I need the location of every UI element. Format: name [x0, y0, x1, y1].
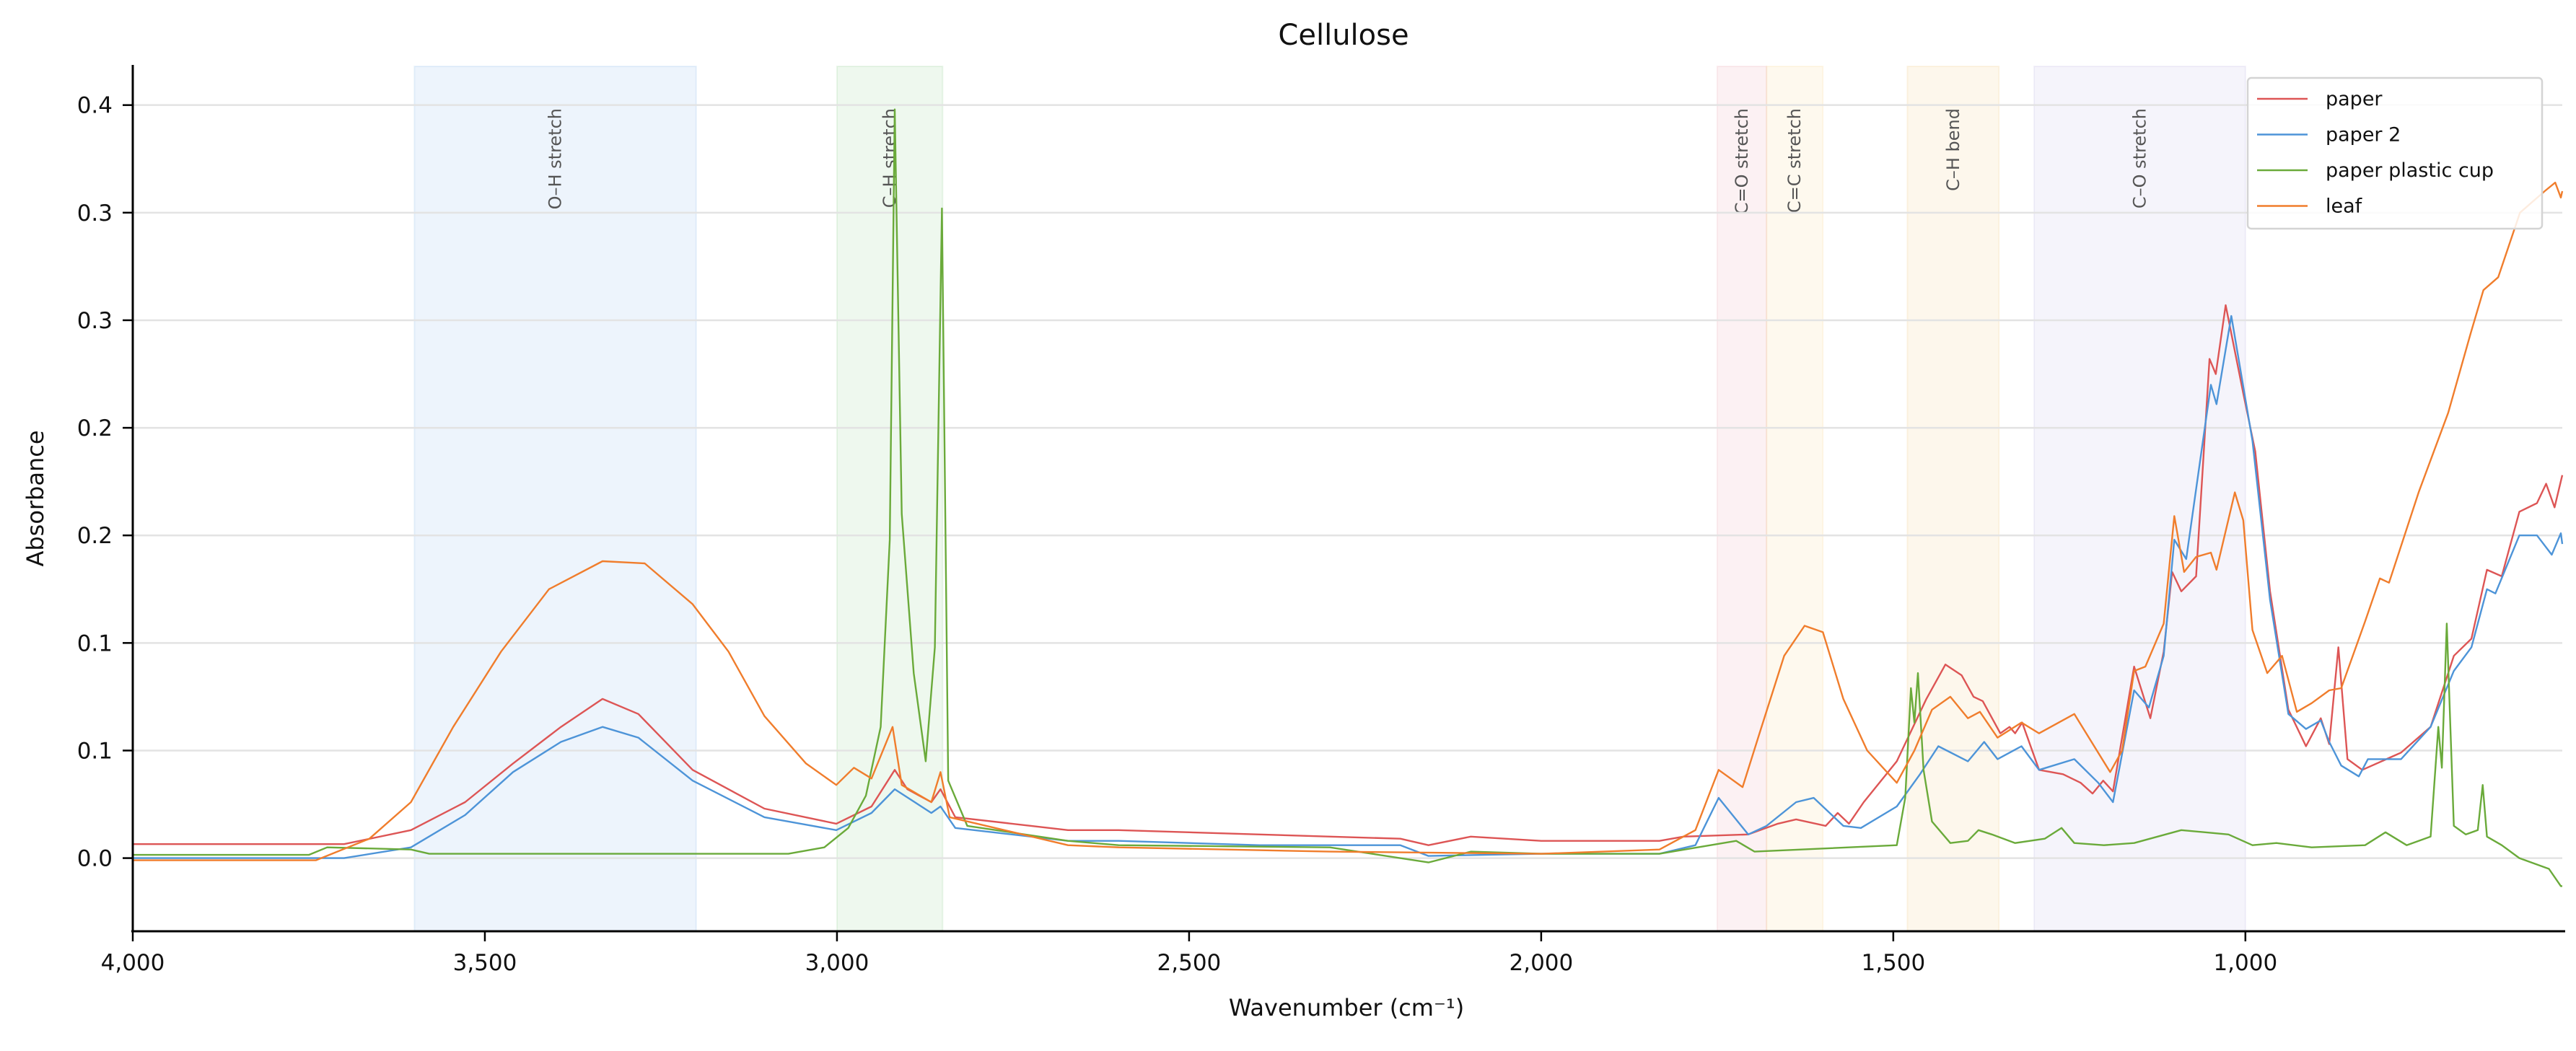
y-tick-label: 0.0: [77, 846, 113, 872]
legend-label: leaf: [2326, 195, 2363, 218]
x-tick-label: 3,500: [453, 950, 517, 976]
legend-label: paper 2: [2326, 124, 2401, 146]
legend-box: [2246, 76, 2544, 230]
band-label: C=C stretch: [1784, 108, 1805, 213]
band-region: [1906, 66, 2000, 932]
x-tick-label: 4,000: [101, 950, 165, 976]
y-tick-label: 0.2: [77, 415, 113, 441]
band-region: [413, 66, 697, 932]
series-line-leaf: [133, 181, 2564, 861]
y-tick-label: 0.1: [77, 630, 113, 656]
y-tick-label: 0.2: [77, 523, 113, 549]
highlight-bands: O–H stretch C–H stretch C=O stretch C=C str…: [413, 66, 2246, 932]
series-lines: [133, 108, 2564, 887]
x-tick-label: 1,000: [2213, 950, 2277, 976]
x-tick-label: 3,000: [805, 950, 869, 976]
y-axis-label: Absorbance: [22, 430, 49, 566]
band-label: C=O stretch: [1732, 108, 1752, 214]
x-ticks: 4,000 3,500 3,000 2,500 2,000 1,500 1,000: [101, 931, 2277, 976]
axes: [131, 65, 2565, 933]
band-label: C–O stretch: [2129, 108, 2150, 208]
band-label: C–H bend: [1943, 108, 1963, 191]
legend-label: paper: [2326, 88, 2383, 110]
legend: paper paper 2 paper plastic cup leaf: [2246, 76, 2544, 230]
y-tick-label: 0.3: [77, 201, 113, 227]
x-tick-label: 2,500: [1157, 950, 1222, 976]
series-line-paper-plastic-cup: [133, 108, 2562, 887]
y-ticks: 0.0 0.1 0.1 0.2 0.2 0.3 0.3 0.4: [77, 93, 133, 872]
gridlines: [133, 104, 2562, 859]
y-tick-label: 0.4: [77, 93, 113, 119]
x-axis-label: Wavenumber (cm⁻¹): [1229, 994, 1464, 1021]
x-tick-label: 1,500: [1861, 950, 1925, 976]
band-label: O–H stretch: [546, 108, 566, 209]
x-tick-label: 2,000: [1510, 950, 1574, 976]
legend-label: paper plastic cup: [2326, 159, 2494, 182]
chart-title: Cellulose: [1278, 19, 1409, 52]
y-tick-label: 0.3: [77, 308, 113, 334]
series-line-paper-2: [133, 315, 2564, 859]
y-tick-label: 0.1: [77, 738, 113, 764]
